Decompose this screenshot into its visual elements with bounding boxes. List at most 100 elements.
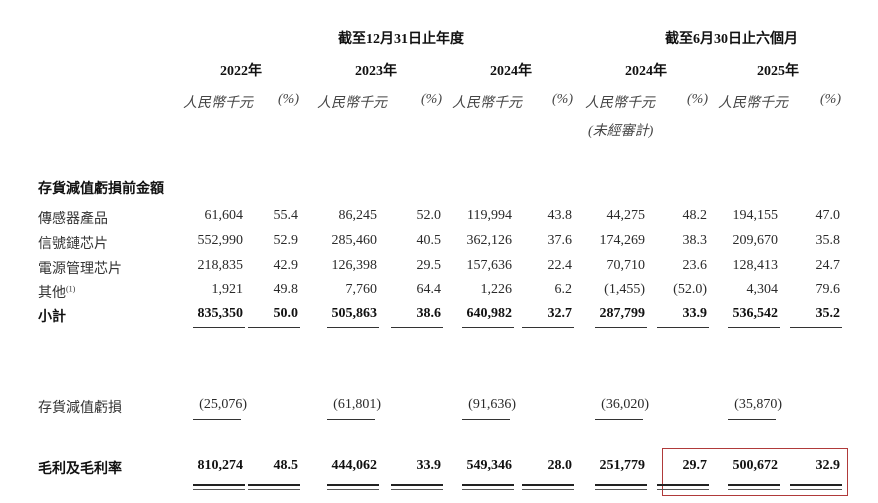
year-header: 2025年 <box>757 64 799 79</box>
table-cell: 194,155 <box>732 208 779 223</box>
subtotal-underline <box>248 327 300 328</box>
gross-profit-cell: 28.0 <box>547 458 573 473</box>
double-underline <box>790 484 842 490</box>
gross-profit-cell: 251,779 <box>599 458 646 473</box>
table-cell: 23.6 <box>682 258 708 273</box>
double-underline <box>522 484 574 490</box>
section-label: 存貨減值虧損前金額 <box>38 182 164 197</box>
row-label-text: 電源管理芯片 <box>38 262 122 277</box>
impairment-underline <box>728 419 776 420</box>
unit-amount: 人民幣千元 <box>452 96 522 111</box>
year-header: 2022年 <box>220 64 262 79</box>
table-cell: 285,460 <box>331 233 378 248</box>
double-underline <box>657 484 709 490</box>
table-cell: 1,921 <box>211 282 244 297</box>
impairment-cell: (35,870) <box>734 397 782 412</box>
table-cell: 79.6 <box>815 282 841 297</box>
impairment-underline <box>462 419 510 420</box>
impairment-underline <box>595 419 643 420</box>
subtotal-underline <box>790 327 842 328</box>
subtotal-underline <box>657 327 709 328</box>
table-cell: 128,413 <box>732 258 779 273</box>
gross-profit-cell: 810,274 <box>197 458 244 473</box>
year-header: 2023年 <box>355 64 397 79</box>
impairment-cell: (36,020) <box>601 397 649 412</box>
subtotal-label: 小計 <box>38 310 66 325</box>
double-underline <box>248 484 300 490</box>
table-cell: 37.6 <box>547 233 573 248</box>
table-cell: 1,226 <box>480 282 513 297</box>
year-header: 2024年 <box>490 64 532 79</box>
table-cell: 40.5 <box>416 233 442 248</box>
impairment-underline <box>193 419 241 420</box>
unit-pct: (%) <box>421 92 442 107</box>
table-cell: 52.9 <box>273 233 299 248</box>
subtotal-cell: 38.6 <box>416 306 442 321</box>
subtotal-underline <box>595 327 647 328</box>
table-cell: 552,990 <box>197 233 244 248</box>
table-cell: 44,275 <box>606 208 646 223</box>
unaudited-note: (未經審計) <box>588 124 654 139</box>
subtotal-cell: 835,350 <box>197 306 244 321</box>
gross-profit-cell: 48.5 <box>273 458 299 473</box>
gross-profit-cell: 33.9 <box>416 458 442 473</box>
gross-profit-label: 毛利及毛利率 <box>38 462 122 477</box>
double-underline <box>327 484 379 490</box>
gross-profit-cell: 549,346 <box>466 458 513 473</box>
subtotal-cell: 33.9 <box>682 306 708 321</box>
row-label: 信號鏈芯片 <box>38 233 108 253</box>
table-cell: (52.0) <box>673 282 707 297</box>
unit-amount: 人民幣千元 <box>718 96 788 111</box>
table-cell: 126,398 <box>331 258 378 273</box>
table-cell: (1,455) <box>604 282 645 297</box>
table-cell: 7,760 <box>345 282 378 297</box>
table-cell: 55.4 <box>273 208 299 223</box>
double-underline <box>391 484 443 490</box>
table-cell: 86,245 <box>338 208 378 223</box>
double-underline <box>193 484 245 490</box>
row-label-text: 其他 <box>38 286 66 301</box>
table-cell: 22.4 <box>547 258 573 273</box>
header-annual-group: 截至12月31日止年度 <box>338 32 464 47</box>
impairment-label: 存貨減值虧損 <box>38 401 122 416</box>
subtotal-underline <box>391 327 443 328</box>
table-cell: 4,304 <box>746 282 779 297</box>
table-cell: 24.7 <box>815 258 841 273</box>
table-cell: 43.8 <box>547 208 573 223</box>
subtotal-cell: 35.2 <box>815 306 841 321</box>
unit-amount: 人民幣千元 <box>183 96 253 111</box>
table-cell: 64.4 <box>416 282 442 297</box>
unit-amount: 人民幣千元 <box>585 96 655 111</box>
subtotal-underline <box>327 327 379 328</box>
double-underline <box>462 484 514 490</box>
subtotal-underline <box>728 327 780 328</box>
row-label: 電源管理芯片 <box>38 258 122 278</box>
table-cell: 218,835 <box>197 258 244 273</box>
table-cell: 48.2 <box>682 208 708 223</box>
subtotal-cell: 32.7 <box>547 306 573 321</box>
unit-amount: 人民幣千元 <box>317 96 387 111</box>
row-label-text: 傳感器產品 <box>38 212 108 227</box>
table-cell: 35.8 <box>815 233 841 248</box>
table-cell: 209,670 <box>732 233 779 248</box>
row-label-text: 信號鏈芯片 <box>38 237 108 252</box>
table-cell: 362,126 <box>466 233 513 248</box>
subtotal-cell: 287,799 <box>599 306 646 321</box>
gross-profit-cell: 32.9 <box>815 458 841 473</box>
table-cell: 174,269 <box>599 233 646 248</box>
table-cell: 157,636 <box>466 258 513 273</box>
table-cell: 42.9 <box>273 258 299 273</box>
table-cell: 29.5 <box>416 258 442 273</box>
table-cell: 70,710 <box>606 258 646 273</box>
unit-pct: (%) <box>820 92 841 107</box>
header-interim-group: 截至6月30日止六個月 <box>665 32 798 47</box>
unit-pct: (%) <box>278 92 299 107</box>
subtotal-underline <box>193 327 245 328</box>
row-label: 傳感器產品 <box>38 208 108 228</box>
table-cell: 47.0 <box>815 208 841 223</box>
table-cell: 49.8 <box>273 282 299 297</box>
year-header: 2024年 <box>625 64 667 79</box>
table-cell: 61,604 <box>204 208 244 223</box>
subtotal-cell: 50.0 <box>273 306 299 321</box>
double-underline <box>595 484 647 490</box>
